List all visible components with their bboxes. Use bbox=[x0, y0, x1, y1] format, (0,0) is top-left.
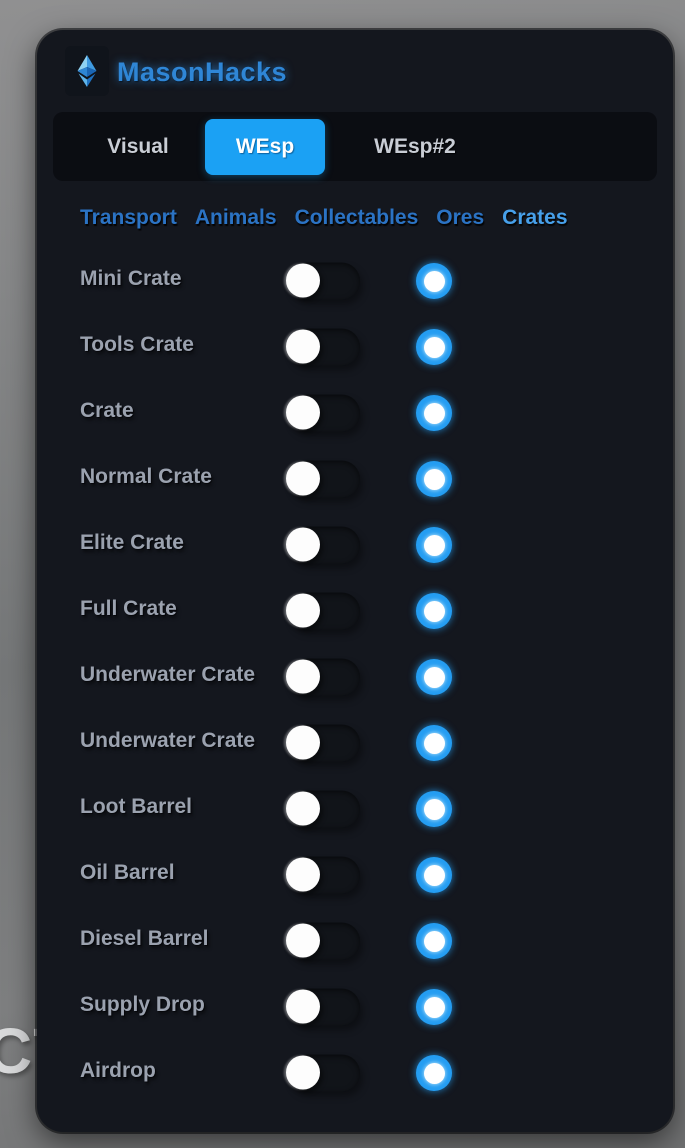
esp-toggle[interactable] bbox=[286, 526, 360, 564]
esp-row-crate-2: Crate bbox=[37, 380, 673, 446]
toggle-knob[interactable] bbox=[286, 395, 320, 430]
esp-row-mini-crate-0: Mini Crate bbox=[37, 248, 673, 314]
subtab-ores[interactable]: Ores bbox=[436, 206, 485, 229]
esp-row-normal-crate-3: Normal Crate bbox=[37, 446, 673, 512]
esp-toggle[interactable] bbox=[286, 658, 360, 696]
color-swatch[interactable] bbox=[416, 593, 452, 629]
color-swatch[interactable] bbox=[416, 395, 452, 431]
esp-row-tools-crate-1: Tools Crate bbox=[37, 314, 673, 380]
row-label: Diesel Barrel bbox=[80, 927, 209, 951]
swatch-core bbox=[423, 666, 445, 688]
toggle-knob[interactable] bbox=[286, 659, 320, 694]
swatch-core bbox=[423, 534, 445, 556]
esp-toggle[interactable] bbox=[286, 724, 360, 762]
color-swatch[interactable] bbox=[416, 329, 452, 365]
esp-row-elite-crate-4: Elite Crate bbox=[37, 512, 673, 578]
esp-row-diesel-barrel-10: Diesel Barrel bbox=[37, 908, 673, 974]
esp-toggle[interactable] bbox=[286, 262, 360, 300]
esp-toggle[interactable] bbox=[286, 460, 360, 498]
toggle-knob[interactable] bbox=[286, 527, 320, 562]
swatch-core bbox=[423, 402, 445, 424]
esp-row-list: Mini Crate Tools Crate Crate Normal Crat… bbox=[37, 248, 673, 1106]
subtab-crates[interactable]: Crates bbox=[502, 206, 568, 229]
swatch-core bbox=[423, 468, 445, 490]
color-swatch[interactable] bbox=[416, 263, 452, 299]
row-label: Full Crate bbox=[80, 597, 177, 621]
esp-toggle[interactable] bbox=[286, 394, 360, 432]
tab-visual[interactable]: Visual bbox=[107, 134, 169, 158]
esp-row-full-crate-5: Full Crate bbox=[37, 578, 673, 644]
swatch-core bbox=[423, 930, 445, 952]
swatch-core bbox=[423, 996, 445, 1018]
color-swatch[interactable] bbox=[416, 659, 452, 695]
row-label: Normal Crate bbox=[80, 465, 212, 489]
esp-row-loot-barrel-8: Loot Barrel bbox=[37, 776, 673, 842]
toggle-knob[interactable] bbox=[286, 857, 320, 892]
esp-toggle[interactable] bbox=[286, 856, 360, 894]
esp-row-supply-drop-11: Supply Drop bbox=[37, 974, 673, 1040]
row-label: Supply Drop bbox=[80, 993, 205, 1017]
masonhacks-window: MasonHacks Visual WEsp WEsp#2 Transport Ani… bbox=[37, 30, 673, 1132]
row-label: Underwater Crate bbox=[80, 729, 256, 753]
row-label: Mini Crate bbox=[80, 267, 182, 291]
swatch-core bbox=[423, 336, 445, 358]
toggle-knob[interactable] bbox=[286, 593, 320, 628]
swatch-core bbox=[423, 732, 445, 754]
toggle-knob[interactable] bbox=[286, 791, 320, 826]
swatch-core bbox=[423, 1062, 445, 1084]
row-label: Oil Barrel bbox=[80, 861, 175, 885]
esp-row-oil-barrel-9: Oil Barrel bbox=[37, 842, 673, 908]
swatch-core bbox=[423, 798, 445, 820]
toggle-knob[interactable] bbox=[286, 725, 320, 760]
toggle-knob[interactable] bbox=[286, 329, 320, 364]
esp-toggle[interactable] bbox=[286, 1054, 360, 1092]
row-label: Crate bbox=[80, 399, 134, 423]
row-label: Underwater Crate bbox=[80, 663, 256, 687]
swatch-core bbox=[423, 270, 445, 292]
color-swatch[interactable] bbox=[416, 1055, 452, 1091]
toggle-knob[interactable] bbox=[286, 461, 320, 496]
esp-row-airdrop-12: Airdrop bbox=[37, 1040, 673, 1106]
tab-wesp-2[interactable]: WEsp#2 bbox=[374, 134, 456, 158]
color-swatch[interactable] bbox=[416, 527, 452, 563]
category-tab-bar: Transport Animals Collectables Ores Crates bbox=[80, 202, 653, 234]
row-label: Elite Crate bbox=[80, 531, 184, 555]
tab-wesp[interactable]: WEsp bbox=[205, 118, 325, 175]
color-swatch[interactable] bbox=[416, 923, 452, 959]
row-label: Airdrop bbox=[80, 1059, 156, 1083]
gem-icon bbox=[71, 53, 103, 89]
esp-row-underwater-crate-7: Underwater Crate bbox=[37, 710, 673, 776]
subtab-animals[interactable]: Animals bbox=[194, 206, 277, 229]
toggle-knob[interactable] bbox=[286, 923, 320, 958]
color-swatch[interactable] bbox=[416, 989, 452, 1025]
esp-toggle[interactable] bbox=[286, 328, 360, 366]
row-label: Loot Barrel bbox=[80, 795, 193, 819]
color-swatch[interactable] bbox=[416, 857, 452, 893]
esp-toggle[interactable] bbox=[286, 988, 360, 1026]
color-swatch[interactable] bbox=[416, 791, 452, 827]
swatch-core bbox=[423, 600, 445, 622]
row-label: Tools Crate bbox=[80, 333, 194, 357]
esp-toggle[interactable] bbox=[286, 790, 360, 828]
esp-toggle[interactable] bbox=[286, 592, 360, 630]
toggle-knob[interactable] bbox=[286, 1055, 320, 1090]
toggle-knob[interactable] bbox=[286, 989, 320, 1024]
esp-toggle[interactable] bbox=[286, 922, 360, 960]
subtab-collectables[interactable]: Collectables bbox=[294, 206, 419, 229]
toggle-knob[interactable] bbox=[286, 263, 320, 298]
main-tab-bar: Visual WEsp WEsp#2 bbox=[53, 112, 657, 181]
color-swatch[interactable] bbox=[416, 461, 452, 497]
logo-container bbox=[65, 46, 109, 96]
esp-row-underwater-crate-6: Underwater Crate bbox=[37, 644, 673, 710]
app-title: MasonHacks bbox=[117, 57, 288, 87]
color-swatch[interactable] bbox=[416, 725, 452, 761]
subtab-transport[interactable]: Transport bbox=[80, 206, 177, 229]
swatch-core bbox=[423, 864, 445, 886]
